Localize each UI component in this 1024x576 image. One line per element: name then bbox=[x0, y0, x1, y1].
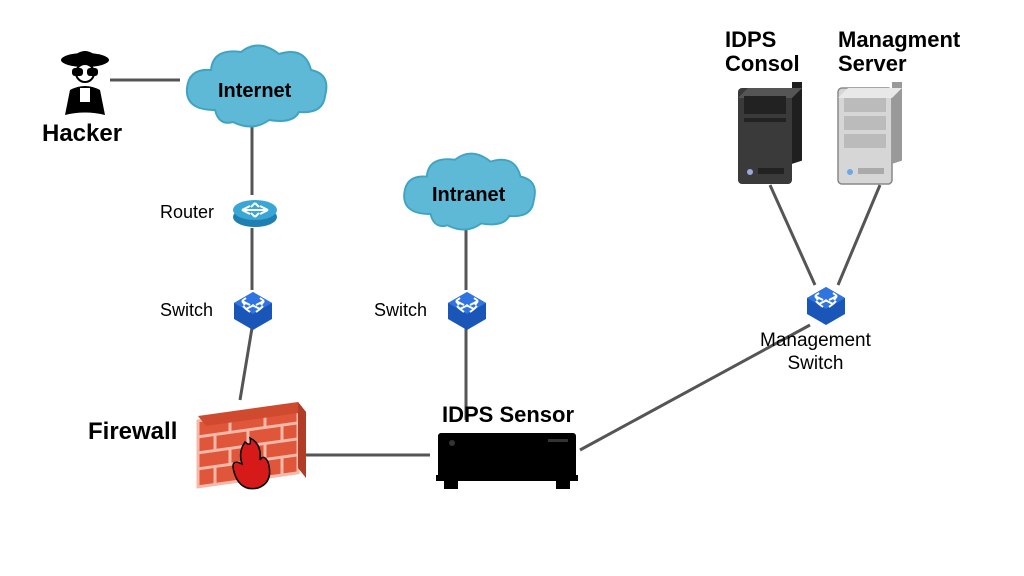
switch1-node bbox=[232, 290, 274, 337]
hacker-icon bbox=[50, 40, 120, 120]
switch-icon bbox=[232, 290, 274, 332]
router-icon bbox=[230, 195, 280, 231]
firewall-label: Firewall bbox=[88, 418, 177, 446]
idps-consol-label: IDPS Consol bbox=[725, 28, 800, 76]
firewall-node bbox=[190, 392, 310, 507]
intranet-label: Intranet bbox=[432, 184, 505, 207]
switch-icon bbox=[446, 290, 488, 332]
internet-label: Internet bbox=[218, 80, 291, 103]
switch2-label: Switch bbox=[374, 300, 427, 321]
sensor-icon bbox=[430, 425, 585, 495]
switch-icon bbox=[805, 285, 847, 327]
firewall-icon bbox=[190, 392, 310, 502]
mgmt-server-label: Managment Server bbox=[838, 28, 960, 76]
hacker-label: Hacker bbox=[42, 120, 122, 148]
switch2-node bbox=[446, 290, 488, 337]
sensor-label: IDPS Sensor bbox=[442, 402, 574, 428]
mgmt-switch-label: Management Switch bbox=[760, 330, 871, 376]
hacker-node bbox=[50, 40, 120, 125]
switch1-label: Switch bbox=[160, 300, 213, 321]
mgmt-server-node bbox=[830, 82, 910, 197]
sensor-node bbox=[430, 425, 585, 500]
router-node bbox=[230, 195, 280, 236]
router-label: Router bbox=[160, 202, 214, 223]
server-dark-icon bbox=[730, 82, 808, 192]
mgmt-switch-node bbox=[805, 285, 847, 332]
idps-consol-node bbox=[730, 82, 808, 197]
server-light-icon bbox=[830, 82, 910, 192]
